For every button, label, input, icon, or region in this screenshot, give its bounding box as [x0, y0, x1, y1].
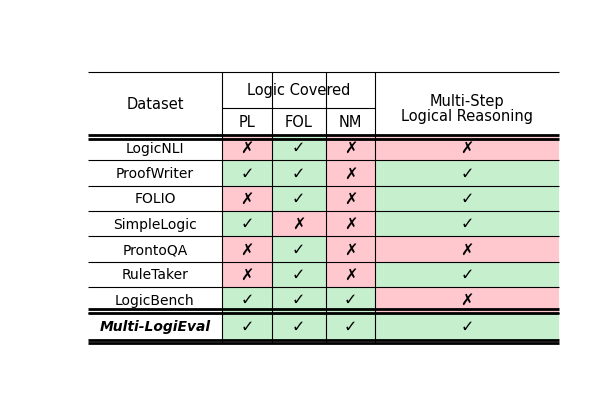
Text: ✗: ✗: [344, 217, 357, 232]
Text: FOLIO: FOLIO: [134, 192, 176, 206]
Text: PL: PL: [238, 114, 255, 130]
Text: ProntoQA: ProntoQA: [122, 243, 187, 256]
Text: ✗: ✗: [240, 191, 254, 206]
Text: ProofWriter: ProofWriter: [116, 166, 194, 180]
Bar: [88, 161, 222, 186]
Text: ✓: ✓: [292, 191, 305, 206]
Text: ✗: ✗: [240, 267, 254, 282]
Text: LogicBench: LogicBench: [115, 293, 195, 307]
Bar: [272, 186, 326, 211]
Text: ✗: ✗: [344, 166, 357, 181]
Text: RuleTaker: RuleTaker: [122, 268, 188, 282]
Text: ✗: ✗: [240, 242, 254, 257]
Bar: [326, 237, 375, 262]
Bar: [222, 288, 272, 313]
Text: ✓: ✓: [344, 319, 357, 334]
Bar: [375, 313, 559, 340]
Bar: [88, 237, 222, 262]
Text: ✗: ✗: [460, 242, 474, 257]
Bar: [88, 313, 222, 340]
Text: ✓: ✓: [344, 293, 357, 308]
Text: ✓: ✓: [460, 319, 474, 334]
Text: ✓: ✓: [292, 141, 305, 156]
Bar: [375, 136, 559, 161]
Bar: [88, 211, 222, 237]
Bar: [88, 73, 559, 136]
Text: FOL: FOL: [285, 114, 313, 130]
Text: ✓: ✓: [460, 217, 474, 232]
Bar: [375, 237, 559, 262]
Text: ✓: ✓: [460, 166, 474, 181]
Bar: [222, 161, 272, 186]
Text: ✓: ✓: [460, 191, 474, 206]
Text: ✓: ✓: [292, 242, 305, 257]
Bar: [88, 136, 222, 161]
Bar: [272, 136, 326, 161]
Bar: [326, 186, 375, 211]
Text: ✗: ✗: [460, 141, 474, 156]
Text: Multi-LogiEval: Multi-LogiEval: [99, 319, 210, 333]
Text: ✗: ✗: [460, 293, 474, 308]
Bar: [326, 211, 375, 237]
Text: ✗: ✗: [344, 242, 357, 257]
Text: ✓: ✓: [240, 166, 254, 181]
Bar: [326, 313, 375, 340]
Text: ✓: ✓: [292, 267, 305, 282]
Bar: [88, 288, 222, 313]
Bar: [326, 288, 375, 313]
Text: ✓: ✓: [460, 267, 474, 282]
Text: ✗: ✗: [344, 141, 357, 156]
Bar: [222, 313, 272, 340]
Bar: [272, 237, 326, 262]
Text: ✓: ✓: [240, 293, 254, 308]
Bar: [88, 186, 222, 211]
Text: Multi-Step: Multi-Step: [430, 93, 505, 109]
Text: ✓: ✓: [292, 166, 305, 181]
Bar: [222, 262, 272, 288]
Bar: [326, 136, 375, 161]
Bar: [326, 161, 375, 186]
Bar: [272, 288, 326, 313]
Text: ✓: ✓: [292, 319, 305, 334]
Bar: [272, 161, 326, 186]
Text: ✓: ✓: [292, 293, 305, 308]
Bar: [375, 211, 559, 237]
Bar: [88, 262, 222, 288]
Text: NM: NM: [339, 114, 362, 130]
Bar: [222, 136, 272, 161]
Text: ✗: ✗: [344, 267, 357, 282]
Text: ✗: ✗: [240, 141, 254, 156]
Bar: [222, 186, 272, 211]
Text: LogicNLI: LogicNLI: [126, 141, 184, 155]
Text: SimpleLogic: SimpleLogic: [113, 217, 197, 231]
Text: Logical Reasoning: Logical Reasoning: [401, 109, 533, 124]
Bar: [272, 262, 326, 288]
Bar: [272, 313, 326, 340]
Text: ✓: ✓: [240, 319, 254, 334]
Text: Dataset: Dataset: [126, 97, 184, 111]
Bar: [222, 237, 272, 262]
Bar: [272, 211, 326, 237]
Text: ✗: ✗: [344, 191, 357, 206]
Bar: [326, 262, 375, 288]
Bar: [375, 288, 559, 313]
Bar: [375, 186, 559, 211]
Bar: [375, 161, 559, 186]
Text: ✓: ✓: [240, 217, 254, 232]
Bar: [375, 262, 559, 288]
Text: Logic Covered: Logic Covered: [247, 83, 350, 98]
Text: ✗: ✗: [292, 217, 305, 232]
Bar: [222, 211, 272, 237]
